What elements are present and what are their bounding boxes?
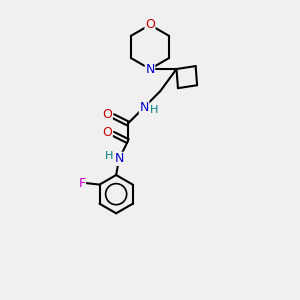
Text: F: F [78, 177, 85, 190]
Text: O: O [102, 126, 112, 139]
Text: N: N [140, 101, 149, 114]
Text: O: O [145, 18, 155, 32]
Text: N: N [145, 62, 155, 76]
Text: O: O [102, 108, 112, 121]
Text: H: H [150, 105, 159, 115]
Text: N: N [114, 152, 124, 165]
Text: H: H [105, 151, 113, 161]
